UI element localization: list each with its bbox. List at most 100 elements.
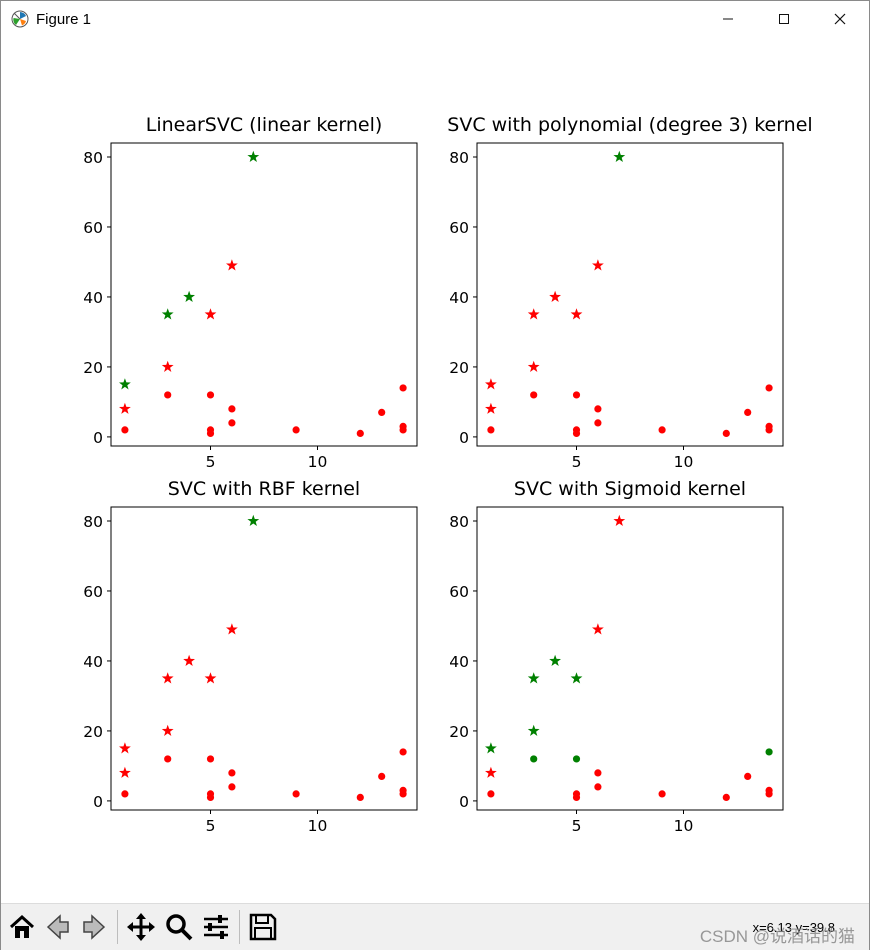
dot-marker [487, 790, 495, 798]
dot-marker [572, 755, 581, 763]
star-marker [527, 724, 540, 736]
close-icon [834, 13, 846, 25]
dot-marker [206, 391, 215, 399]
home-button[interactable] [6, 911, 38, 943]
move-icon [127, 913, 155, 941]
star-marker [247, 150, 260, 163]
forward-arrow-icon [83, 914, 106, 940]
navigation-toolbar: x=6.13 y=39.8 CSDN @说酒话的猫 [1, 903, 869, 950]
subplot-4: SVC with Sigmoid kernel 0 20 40 60 80 5 10 [449, 478, 784, 835]
star-marker [549, 654, 561, 666]
star-marker [183, 290, 195, 302]
toolbar-separator [117, 910, 118, 944]
dot-marker [292, 790, 300, 798]
dot-marker [292, 426, 300, 434]
watermark: CSDN @说酒话的猫 [699, 927, 855, 946]
dot-marker [594, 783, 602, 791]
dot-marker [572, 391, 581, 399]
y-tick-label: 0 [459, 793, 469, 811]
x-tick-label: 5 [572, 817, 582, 835]
zoom-button[interactable] [163, 911, 195, 943]
star-marker [549, 290, 561, 302]
dot-marker [722, 429, 730, 438]
star-marker [570, 672, 583, 684]
configure-subplots-button[interactable] [200, 911, 232, 943]
y-tick-label: 0 [93, 793, 103, 811]
star-marker [119, 378, 131, 390]
star-marker [204, 308, 217, 320]
star-marker [613, 150, 626, 163]
dot-marker [378, 772, 386, 781]
dot-marker [228, 419, 236, 427]
x-tick-label: 5 [206, 817, 216, 835]
dot-marker [744, 772, 752, 781]
y-tick-label: 40 [83, 289, 103, 307]
forward-button[interactable] [78, 911, 110, 943]
dot-marker [399, 790, 407, 798]
back-button[interactable] [42, 911, 74, 943]
axes-frame [476, 142, 784, 447]
y-tick-label: 40 [449, 653, 469, 671]
x-tick-label: 10 [674, 817, 694, 835]
star-marker [527, 308, 540, 320]
dot-marker [206, 793, 215, 802]
star-marker [527, 672, 540, 684]
minimize-button[interactable] [705, 1, 751, 37]
dot-marker [487, 426, 495, 434]
subplot-title: LinearSVC (linear kernel) [146, 114, 383, 136]
close-button[interactable] [817, 1, 863, 37]
dot-marker [206, 429, 215, 438]
star-marker [485, 766, 497, 778]
star-marker [592, 259, 604, 271]
x-tick-label: 5 [572, 453, 582, 471]
cursor-coordinates: x=6.13 y=39.8 [752, 920, 835, 935]
star-marker [226, 623, 238, 635]
y-tick-label: 80 [449, 149, 469, 167]
maximize-icon [779, 14, 789, 24]
dot-marker [228, 783, 236, 791]
star-marker [592, 623, 604, 635]
subplot-title: SVC with polynomial (degree 3) kernel [447, 114, 812, 136]
y-tick-label: 20 [83, 723, 103, 741]
magnifier-icon [166, 914, 193, 941]
y-tick-label: 0 [459, 429, 469, 447]
dot-marker [722, 793, 730, 802]
star-marker [226, 259, 238, 271]
y-tick-label: 60 [83, 583, 103, 601]
dot-marker [594, 405, 602, 413]
star-marker [161, 672, 174, 684]
star-marker [247, 514, 260, 527]
star-marker [570, 308, 583, 320]
star-marker [613, 514, 626, 527]
home-icon [9, 914, 35, 938]
title-bar[interactable]: Figure 1 [1, 1, 869, 37]
dot-marker [228, 769, 236, 777]
dot-marker [658, 426, 666, 434]
dot-marker [744, 408, 752, 417]
back-arrow-icon [46, 914, 69, 940]
dot-marker [658, 790, 666, 798]
dot-marker [121, 790, 129, 798]
star-marker [119, 766, 131, 778]
pan-button[interactable] [125, 911, 157, 943]
maximize-button[interactable] [761, 1, 807, 37]
matplotlib-figure-icon [11, 10, 29, 28]
dot-marker [399, 748, 407, 756]
x-tick-label: 10 [308, 817, 328, 835]
figure-canvas[interactable]: LinearSVC (linear kernel) 0 20 40 60 80 5 10 SVC… [1, 37, 869, 903]
dot-marker [164, 755, 172, 763]
star-marker [204, 672, 217, 684]
window-title: Figure 1 [36, 11, 92, 28]
subplot-1: LinearSVC (linear kernel) 0 20 40 60 80 5 10 [83, 114, 418, 471]
star-marker [161, 360, 174, 372]
dot-marker [572, 793, 581, 802]
dot-marker [765, 790, 773, 798]
toolbar-separator [239, 910, 240, 944]
dot-marker [121, 426, 129, 434]
star-marker [119, 402, 131, 414]
dot-marker [594, 419, 602, 427]
y-tick-label: 80 [449, 513, 469, 531]
dot-marker [530, 755, 538, 763]
save-button[interactable] [247, 911, 279, 943]
dot-marker [399, 426, 407, 434]
